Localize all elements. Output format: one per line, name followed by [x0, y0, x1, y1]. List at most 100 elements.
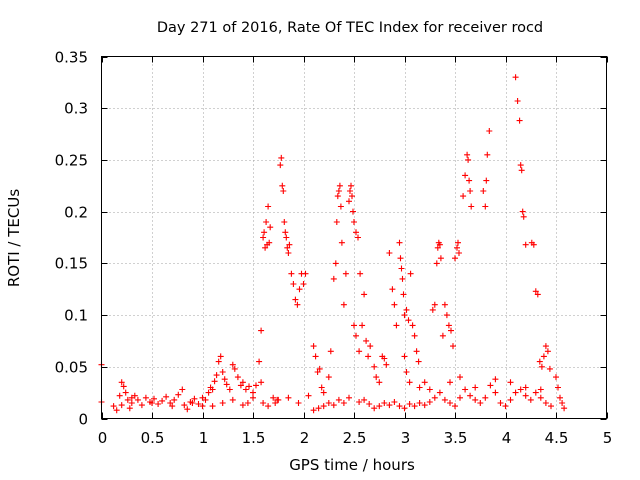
- data-point: [546, 365, 553, 372]
- data-point: [278, 154, 285, 161]
- data-point: [184, 406, 191, 413]
- data-point: [356, 399, 363, 405]
- data-point: [110, 403, 117, 410]
- data-point: [437, 255, 444, 262]
- data-point: [250, 389, 256, 396]
- data-point: [316, 365, 323, 372]
- data-point: [315, 405, 322, 412]
- data-point: [265, 403, 272, 410]
- data-point: [483, 177, 490, 184]
- data-point: [557, 394, 563, 401]
- data-point: [195, 401, 202, 407]
- data-point: [522, 384, 529, 391]
- data-point: [401, 405, 408, 412]
- data-point: [124, 396, 131, 403]
- data-point: [260, 234, 267, 241]
- data-point: [431, 394, 438, 401]
- data-point: [517, 386, 524, 393]
- data-point: [244, 400, 251, 406]
- data-point: [302, 270, 309, 277]
- data-point: [542, 343, 549, 350]
- data-point: [231, 365, 238, 372]
- data-point: [221, 376, 228, 383]
- data-point: [330, 275, 337, 282]
- data-points: [98, 74, 568, 414]
- plot-frame: [101, 56, 607, 419]
- data-point: [487, 382, 494, 389]
- data-point: [537, 394, 544, 401]
- data-point: [527, 396, 534, 403]
- data-point: [534, 291, 541, 298]
- data-point: [239, 402, 246, 409]
- data-point: [169, 403, 176, 410]
- data-point: [522, 392, 529, 399]
- data-point: [403, 306, 410, 313]
- data-point: [450, 343, 456, 350]
- data-point: [548, 403, 554, 410]
- data-point: [234, 374, 241, 381]
- data-point: [171, 396, 178, 403]
- data-point: [205, 389, 212, 396]
- data-point: [391, 301, 398, 308]
- data-point: [336, 182, 343, 189]
- data-point: [191, 395, 198, 402]
- data-point: [353, 332, 359, 339]
- data-point: [189, 400, 196, 406]
- x-tick-label: 0.5: [141, 429, 165, 447]
- data-point: [472, 396, 479, 403]
- data-point: [265, 203, 272, 210]
- data-point: [286, 241, 293, 248]
- data-point: [327, 348, 334, 355]
- data-point: [431, 301, 438, 308]
- data-point: [540, 353, 547, 360]
- y-tick-label: 0.3: [64, 100, 88, 118]
- data-point: [267, 224, 274, 231]
- data-point: [519, 208, 526, 215]
- data-point: [346, 394, 352, 401]
- data-point: [405, 317, 412, 324]
- data-point: [439, 332, 446, 339]
- data-point: [553, 374, 559, 381]
- x-tick-label: 5: [603, 429, 613, 447]
- data-point: [555, 384, 561, 391]
- y-tick-label: 0.25: [55, 152, 88, 170]
- data-point: [281, 219, 288, 225]
- data-point: [163, 393, 170, 400]
- data-point: [452, 403, 458, 410]
- data-point: [226, 386, 233, 393]
- data-point: [426, 386, 433, 393]
- data-point: [441, 396, 448, 403]
- data-point: [396, 403, 403, 410]
- data-point: [396, 239, 403, 246]
- data-point: [242, 386, 249, 393]
- data-point: [447, 379, 453, 386]
- data-point: [357, 270, 364, 277]
- data-point: [246, 383, 252, 390]
- y-tick-label: 0.1: [64, 307, 88, 325]
- data-point: [401, 312, 408, 319]
- data-point: [348, 182, 354, 189]
- data-point: [340, 400, 347, 406]
- data-point: [434, 244, 441, 251]
- data-point: [258, 379, 265, 386]
- x-tick-label: 1: [199, 429, 209, 447]
- y-tick-label: 0.05: [55, 359, 88, 377]
- data-point: [181, 402, 188, 409]
- data-point: [467, 188, 474, 194]
- data-point: [415, 358, 422, 365]
- data-point: [391, 399, 398, 405]
- data-point: [262, 244, 269, 251]
- data-point: [376, 403, 383, 410]
- data-point: [335, 188, 342, 194]
- data-point: [462, 386, 469, 393]
- data-point: [346, 198, 352, 205]
- data-point: [386, 402, 393, 409]
- data-point: [544, 348, 551, 355]
- data-point: [310, 343, 317, 350]
- data-point: [314, 369, 321, 375]
- data-point: [320, 389, 327, 396]
- data-point: [466, 177, 473, 184]
- data-point: [294, 301, 301, 308]
- data-point: [409, 322, 416, 329]
